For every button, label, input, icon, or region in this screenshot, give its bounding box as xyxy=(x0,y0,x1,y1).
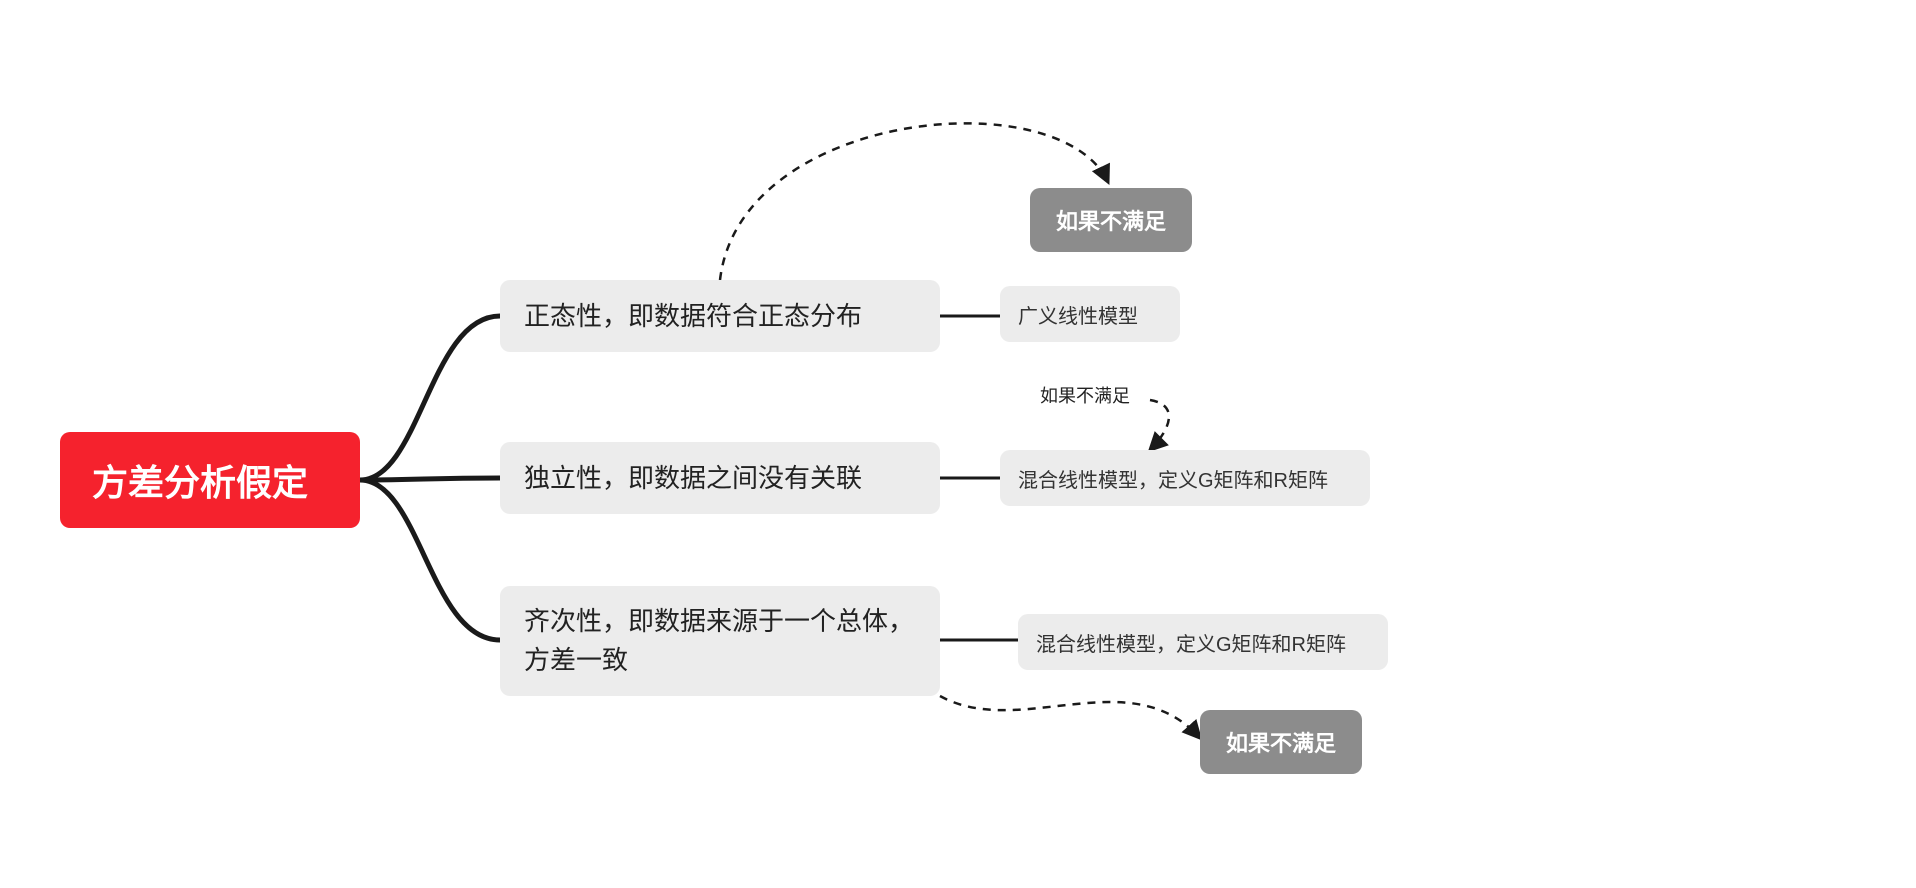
branch-homogeneity: 齐次性，即数据来源于一个总体，方差一致 xyxy=(500,586,940,696)
branch-independence: 独立性，即数据之间没有关联 xyxy=(500,442,940,514)
leaf-independence: 混合线性模型，定义G矩阵和R矩阵 xyxy=(1000,450,1370,506)
leaf-homogeneity: 混合线性模型，定义G矩阵和R矩阵 xyxy=(1018,614,1388,670)
tag-normality-unsatisfied: 如果不满足 xyxy=(1030,188,1192,252)
branch-normality: 正态性，即数据符合正态分布 xyxy=(500,280,940,352)
tag-homogeneity-unsatisfied: 如果不满足 xyxy=(1200,710,1362,774)
label-independence-unsatisfied: 如果不满足 xyxy=(1040,382,1130,408)
root-node: 方差分析假定 xyxy=(60,432,360,528)
leaf-normality: 广义线性模型 xyxy=(1000,286,1180,342)
